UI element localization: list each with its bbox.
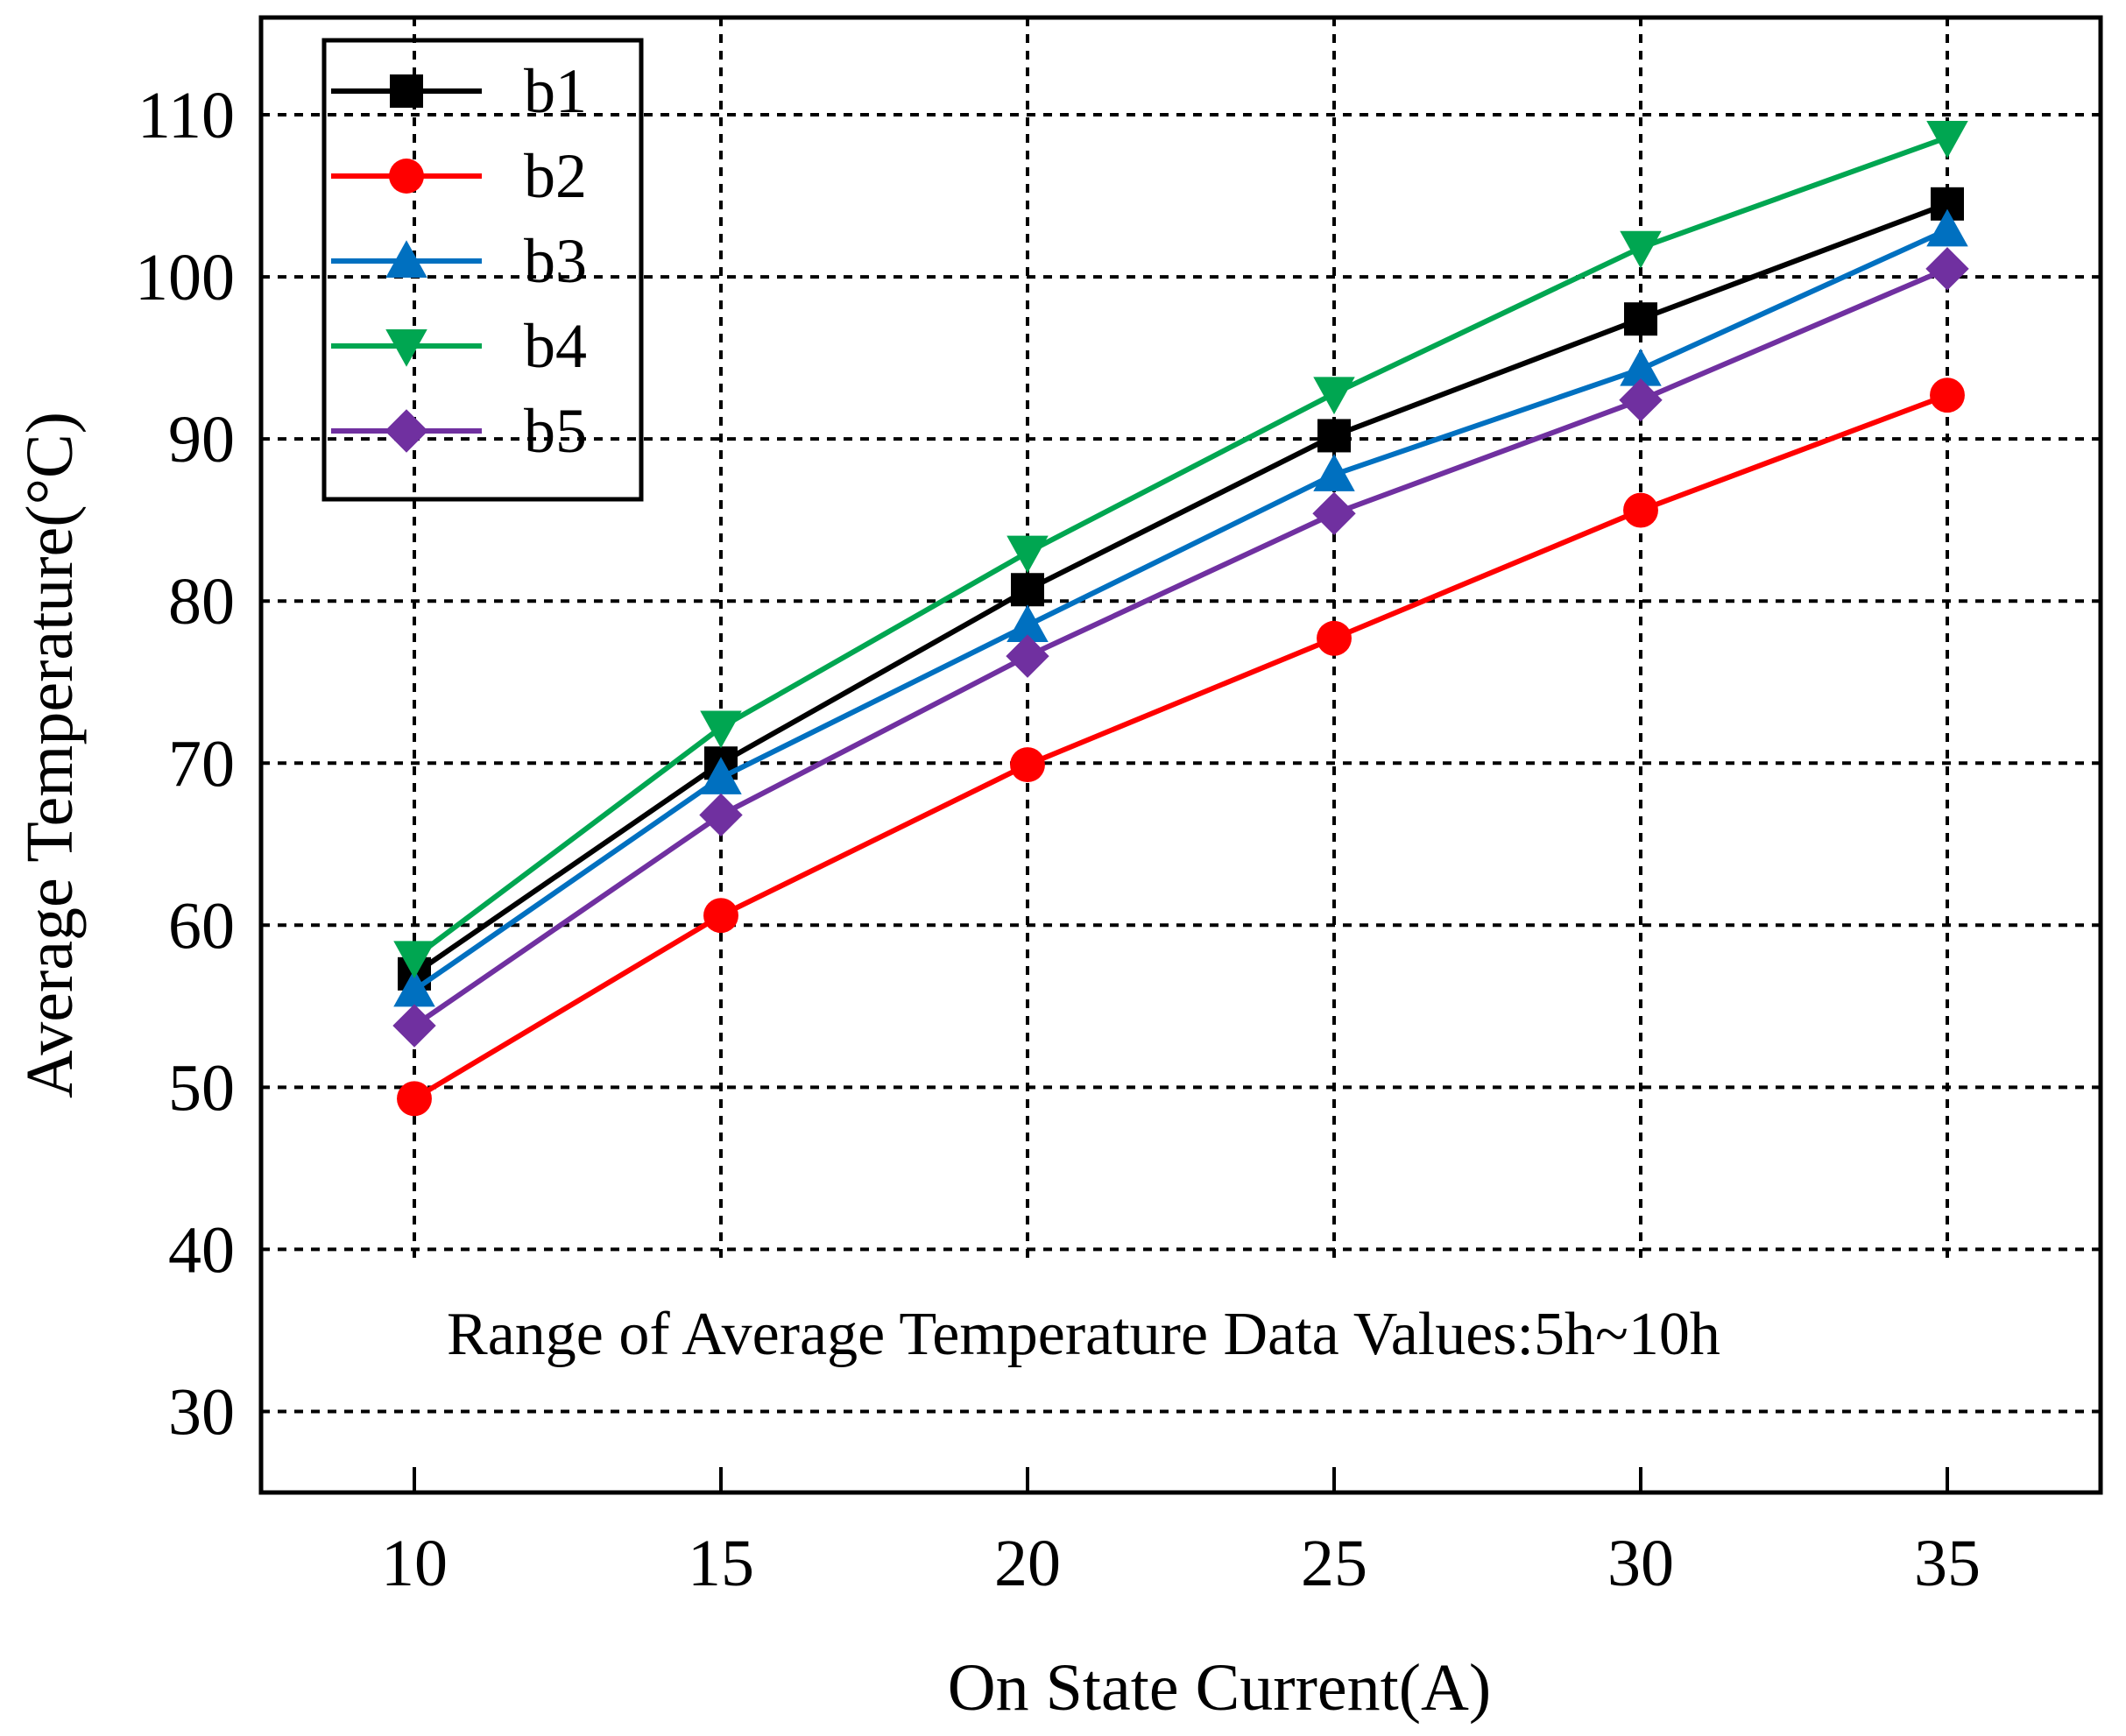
legend-marker-b5 xyxy=(385,409,428,453)
legend-item-b5: b5 xyxy=(331,396,587,466)
series-line-b1 xyxy=(413,201,1949,977)
series-b3 xyxy=(393,208,1968,1007)
point-b4-10 xyxy=(393,941,435,979)
legend-marker-b3 xyxy=(385,240,427,278)
x-tick-label-35: 35 xyxy=(1914,1527,1981,1600)
point-b3-30 xyxy=(1620,348,1662,386)
point-b5-30 xyxy=(1619,378,1663,422)
point-b3-25 xyxy=(1313,454,1355,491)
point-b3-20 xyxy=(1006,604,1049,642)
y-tick-label-70: 70 xyxy=(168,727,235,801)
legend-label-b4: b4 xyxy=(524,311,587,381)
series-b2 xyxy=(397,378,1965,1117)
legend-label-b3: b3 xyxy=(524,226,587,296)
y-tick-label-110: 110 xyxy=(138,79,235,152)
point-b5-25 xyxy=(1312,491,1356,535)
legend-label-b2: b2 xyxy=(524,141,587,211)
series-b5 xyxy=(392,247,1969,1048)
y-tick-label-60: 60 xyxy=(168,889,235,963)
point-b3-15 xyxy=(700,757,742,794)
x-tick-label-20: 20 xyxy=(994,1527,1061,1600)
series-layer xyxy=(392,120,1969,1117)
legend-item-b1: b1 xyxy=(331,56,587,126)
series-line-b2 xyxy=(413,392,1949,1101)
legend-label-b5: b5 xyxy=(524,396,587,466)
series-line-b4 xyxy=(413,135,1949,960)
series-b4 xyxy=(393,120,1968,979)
point-b4-30 xyxy=(1620,230,1662,269)
point-b5-15 xyxy=(699,793,743,837)
plot-frame xyxy=(258,15,2103,1495)
y-tick-label-30: 30 xyxy=(168,1375,235,1449)
point-b2-35 xyxy=(1930,378,1965,413)
y-tick-label-80: 80 xyxy=(168,565,235,639)
point-b5-20 xyxy=(1006,634,1049,678)
x-tick-labels: 10 15 20 25 30 35 xyxy=(381,1527,1981,1600)
point-b2-10 xyxy=(397,1081,432,1117)
legend-marker-b2 xyxy=(389,159,424,194)
y-tick-label-50: 50 xyxy=(168,1051,235,1125)
series-line-b3 xyxy=(413,227,1949,992)
y-tick-labels: 30 40 50 60 70 80 90 100 110 xyxy=(135,79,235,1449)
y-tick-label-90: 90 xyxy=(168,403,235,476)
point-b5-35 xyxy=(1925,247,1969,291)
legend-label-b1: b1 xyxy=(524,56,587,126)
point-b5-10 xyxy=(392,1004,436,1048)
point-b1-25 xyxy=(1317,419,1351,453)
point-b2-20 xyxy=(1010,747,1045,783)
x-tick-label-10: 10 xyxy=(381,1527,448,1600)
point-b4-25 xyxy=(1313,377,1355,415)
point-b3-10 xyxy=(393,969,435,1007)
legend-item-b2: b2 xyxy=(331,141,587,211)
legend-item-b4: b4 xyxy=(331,311,587,381)
series-b1 xyxy=(398,187,1964,991)
point-b4-15 xyxy=(700,710,742,749)
x-tick-label-15: 15 xyxy=(688,1527,754,1600)
point-b4-35 xyxy=(1926,120,1968,159)
point-b1-30 xyxy=(1624,302,1657,336)
series-line-b5 xyxy=(413,266,1949,1028)
legend-box xyxy=(321,38,644,502)
y-tick-label-100: 100 xyxy=(135,241,235,314)
legend-item-b3: b3 xyxy=(331,226,587,296)
legend: b1 b2 b3 b4 b5 xyxy=(321,38,644,502)
y-tick-label-40: 40 xyxy=(168,1213,235,1287)
annotation-text: Range of Average Temperature Data Values… xyxy=(447,1301,1720,1368)
point-b4-20 xyxy=(1006,535,1049,574)
point-b1-20 xyxy=(1011,573,1044,607)
point-b2-15 xyxy=(703,898,738,934)
legend-marker-b4 xyxy=(385,329,427,367)
legend-marker-b1 xyxy=(390,74,423,108)
point-b3-35 xyxy=(1926,208,1968,247)
point-b2-30 xyxy=(1623,492,1658,528)
point-b2-25 xyxy=(1317,620,1352,656)
x-axis-title: On State Current(A) xyxy=(948,1651,1492,1725)
y-axis-title: Average Temperature(°C) xyxy=(13,412,87,1098)
x-tick-label-25: 25 xyxy=(1301,1527,1367,1600)
x-tick-label-30: 30 xyxy=(1607,1527,1674,1600)
